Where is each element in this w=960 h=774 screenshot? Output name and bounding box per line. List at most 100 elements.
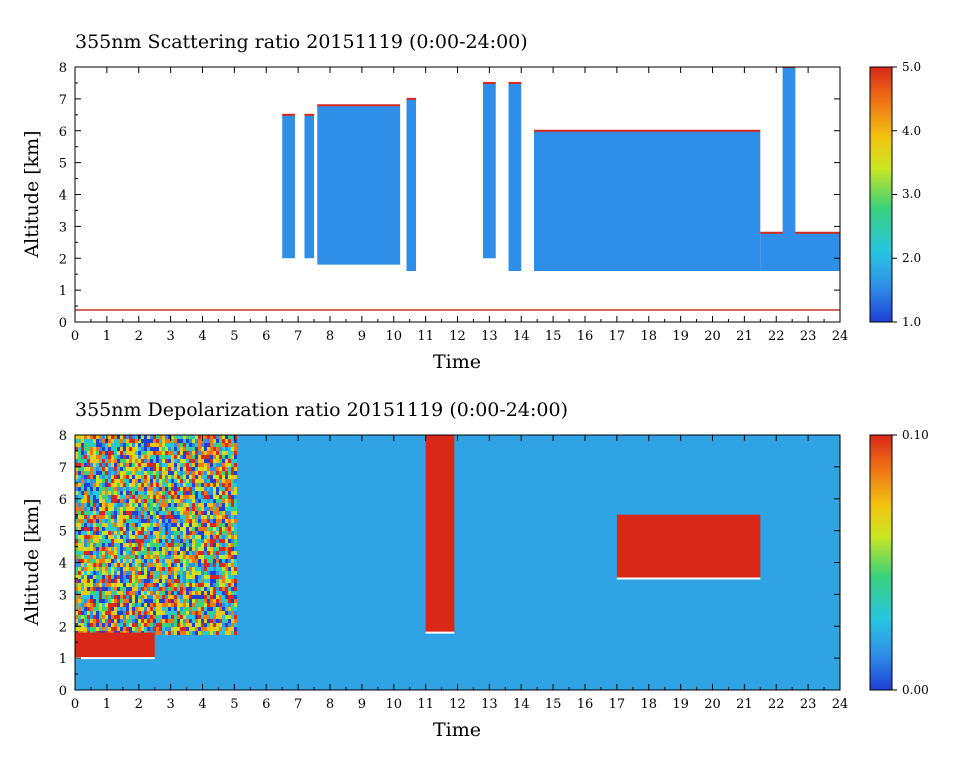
heatmap-cell <box>225 479 228 483</box>
heatmap-cell <box>75 471 78 475</box>
heatmap-cell <box>135 511 138 515</box>
heatmap-cell <box>195 519 198 523</box>
heatmap-cell <box>114 571 117 575</box>
heatmap-cell <box>180 563 183 567</box>
heatmap-cell <box>156 479 159 483</box>
heatmap-cell <box>159 447 162 451</box>
heatmap-cell <box>87 491 90 495</box>
heatmap-cell <box>153 587 156 591</box>
heatmap-cell <box>81 595 84 599</box>
heatmap-cell <box>159 523 162 527</box>
heatmap-cell <box>234 631 237 635</box>
heatmap-cell <box>132 555 135 559</box>
heatmap-cell <box>138 607 141 611</box>
heatmap-cell <box>84 499 87 503</box>
heatmap-cell <box>168 559 171 563</box>
heatmap-cell <box>165 435 168 439</box>
heatmap-cell <box>207 435 210 439</box>
heatmap-cell <box>114 611 117 615</box>
heatmap-cell <box>186 547 189 551</box>
heatmap-cell <box>225 455 228 459</box>
heatmap-cell <box>147 483 150 487</box>
heatmap-cell <box>225 483 228 487</box>
heatmap-cell <box>177 563 180 567</box>
heatmap-cell <box>111 435 114 439</box>
heatmap-cell <box>111 467 114 471</box>
heatmap-cell <box>144 567 147 571</box>
heatmap-cell <box>111 479 114 483</box>
heatmap-cell <box>204 563 207 567</box>
heatmap-cell <box>96 491 99 495</box>
heatmap-cell <box>123 463 126 467</box>
heatmap-cell <box>195 507 198 511</box>
heatmap-cell <box>219 587 222 591</box>
heatmap-cell <box>117 595 120 599</box>
heatmap-cell <box>84 527 87 531</box>
heatmap-cell <box>93 443 96 447</box>
heatmap-cell <box>192 471 195 475</box>
heatmap-cell <box>153 479 156 483</box>
heatmap-cell <box>222 487 225 491</box>
heatmap-cell <box>204 487 207 491</box>
heatmap-cell <box>78 531 81 535</box>
heatmap-cell <box>231 551 234 555</box>
heatmap-cell <box>210 603 213 607</box>
heatmap-cell <box>228 527 231 531</box>
heatmap-cell <box>225 531 228 535</box>
y-tick-label: 1 <box>59 284 67 299</box>
heatmap-cell <box>177 507 180 511</box>
heatmap-cell <box>141 467 144 471</box>
heatmap-cell <box>168 611 171 615</box>
heatmap-cell <box>222 607 225 611</box>
heatmap-cell <box>159 595 162 599</box>
heatmap-cell <box>174 623 177 627</box>
heatmap-cell <box>120 435 123 439</box>
heatmap-cell <box>105 567 108 571</box>
heatmap-cell <box>225 595 228 599</box>
heatmap-cell <box>189 627 192 631</box>
heatmap-cell <box>123 455 126 459</box>
y-tick-label: 5 <box>59 525 67 540</box>
heatmap-cell <box>177 551 180 555</box>
heatmap-cell <box>222 535 225 539</box>
heatmap-cell <box>159 443 162 447</box>
y-tick-label: 8 <box>59 429 67 444</box>
heatmap-cell <box>156 471 159 475</box>
heatmap-cell <box>90 439 93 443</box>
heatmap-cell <box>162 515 165 519</box>
heatmap-cell <box>120 599 123 603</box>
heatmap-cell <box>186 511 189 515</box>
heatmap-cell <box>96 563 99 567</box>
heatmap-cell <box>183 539 186 543</box>
heatmap-cell <box>162 503 165 507</box>
chart-title-scattering: 355nm Scattering ratio 20151119 (0:00-24… <box>75 31 528 53</box>
heatmap-cell <box>216 503 219 507</box>
heatmap-cell <box>162 591 165 595</box>
heatmap-cell <box>129 515 132 519</box>
heatmap-cell <box>213 479 216 483</box>
heatmap-cell <box>108 503 111 507</box>
heatmap-cell <box>213 435 216 439</box>
heatmap-cell <box>234 467 237 471</box>
heatmap-cell <box>162 443 165 447</box>
heatmap-cell <box>210 503 213 507</box>
heatmap-cell <box>207 519 210 523</box>
x-tick-label: 21 <box>736 697 753 712</box>
heatmap-cell <box>171 555 174 559</box>
heatmap-cell <box>195 623 198 627</box>
heatmap-cell <box>186 531 189 535</box>
heatmap-cell <box>138 539 141 543</box>
heatmap-cell <box>204 531 207 535</box>
heatmap-cell <box>78 439 81 443</box>
heatmap-cell <box>120 527 123 531</box>
heatmap-cell <box>171 591 174 595</box>
heatmap-cell <box>108 479 111 483</box>
heatmap-cell <box>216 627 219 631</box>
heatmap-cell <box>111 439 114 443</box>
depolarization-heatmap <box>75 435 840 690</box>
heatmap-cell <box>78 459 81 463</box>
heatmap-cell <box>132 523 135 527</box>
heatmap-cell <box>228 459 231 463</box>
scattering-cloud-layer <box>317 105 401 265</box>
heatmap-cell <box>84 571 87 575</box>
